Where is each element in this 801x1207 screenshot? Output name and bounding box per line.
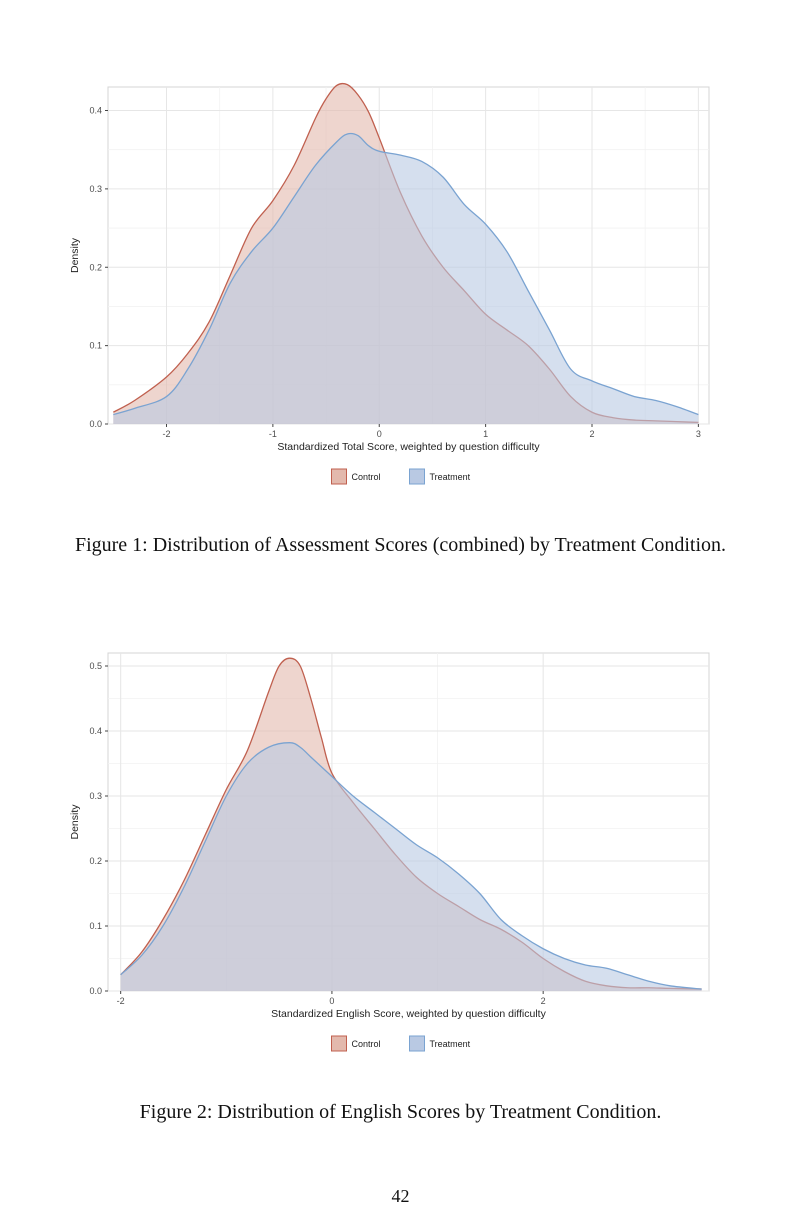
x-tick-label: 1 [483,429,488,439]
y-tick-label: 0.2 [89,856,102,866]
y-axis-title: Density [69,237,81,273]
y-tick-label: 0.3 [89,791,102,801]
y-tick-label: 0.1 [89,921,102,931]
y-axis-title: Density [69,804,81,840]
legend: Control Treatment [331,1035,471,1052]
legend: Control Treatment [331,468,471,485]
treatment-legend-label: Treatment [430,472,471,482]
treatment-density-line [120,742,702,990]
page-number: 42 [391,1186,410,1206]
x-tick-label: 3 [696,429,701,439]
y-tick-label: 0.4 [89,106,102,116]
treatment-legend-label: Treatment [430,1039,471,1049]
figure-2-density-chart: -2 0 2 0.0 0.1 0.2 0.3 0.4 0.5 Standardized Engli… [69,652,710,1052]
y-tick-label: 0.3 [89,184,102,194]
x-tick-label: 0 [377,429,382,439]
x-axis-title: Standardized Total Score, weighted by qu… [277,441,540,453]
control-legend-swatch [331,1035,347,1052]
control-legend-swatch [331,468,347,485]
control-legend-label: Control [352,472,381,482]
y-tick-label: 0.0 [89,419,102,429]
x-tick-label: -2 [117,996,125,1006]
y-tick-label: 0.0 [89,986,102,996]
y-tick-label: 0.2 [89,262,102,272]
x-axis-title: Standardized English Score, weighted by … [271,1008,546,1020]
treatment-legend-swatch [409,468,425,485]
x-tick-label: 2 [589,429,594,439]
treatment-density-area [113,133,699,424]
treatment-density-area [120,742,702,991]
x-tick-label: -2 [162,429,170,439]
figure-2-caption: Figure 2: Distribution of English Scores… [139,1101,662,1123]
figure-1-density-chart: -2 -1 0 1 2 3 0.0 0.1 0.2 0.3 0.4 Standardized Tota… [69,82,710,485]
x-tick-label: 2 [541,996,546,1006]
treatment-legend-swatch [409,1035,425,1052]
y-tick-label: 0.4 [89,726,102,736]
y-tick-label: 0.1 [89,341,102,351]
control-legend-label: Control [352,1039,381,1049]
figure-1-caption: Figure 1: Distribution of Assessment Sco… [74,534,727,556]
x-tick-label: 0 [329,996,334,1006]
treatment-density-line [113,132,699,416]
x-tick-label: -1 [269,429,277,439]
y-tick-label: 0.5 [89,661,102,671]
